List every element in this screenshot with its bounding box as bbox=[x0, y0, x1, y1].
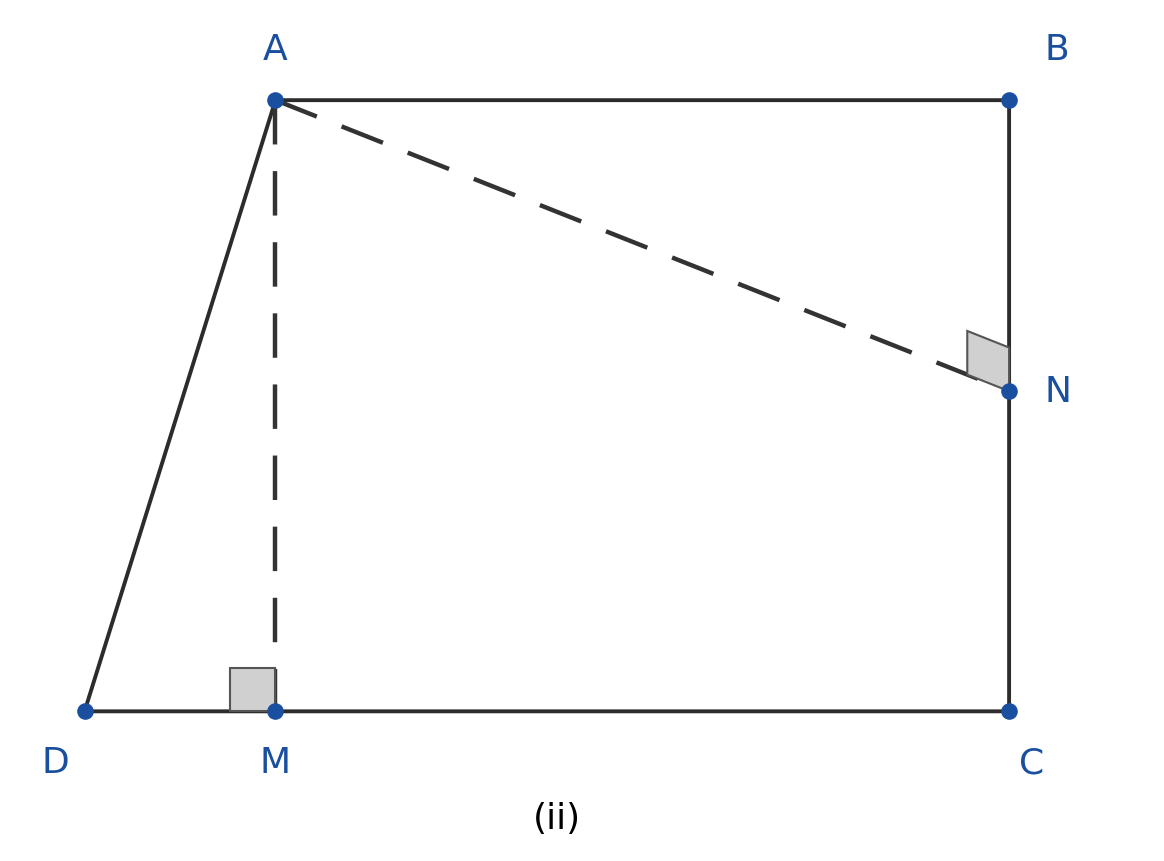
Point bbox=[1000, 385, 1018, 399]
Text: M: M bbox=[260, 746, 291, 779]
Text: D: D bbox=[42, 746, 70, 779]
Polygon shape bbox=[967, 331, 1009, 392]
Point bbox=[76, 704, 94, 718]
Text: N: N bbox=[1044, 375, 1071, 409]
Point bbox=[1000, 704, 1018, 718]
Point bbox=[267, 94, 285, 108]
Point bbox=[267, 704, 285, 718]
Polygon shape bbox=[230, 668, 276, 711]
Point bbox=[1000, 94, 1018, 108]
Text: A: A bbox=[263, 34, 288, 67]
Text: B: B bbox=[1044, 34, 1069, 67]
Text: (ii): (ii) bbox=[533, 801, 581, 835]
Text: C: C bbox=[1020, 746, 1044, 779]
